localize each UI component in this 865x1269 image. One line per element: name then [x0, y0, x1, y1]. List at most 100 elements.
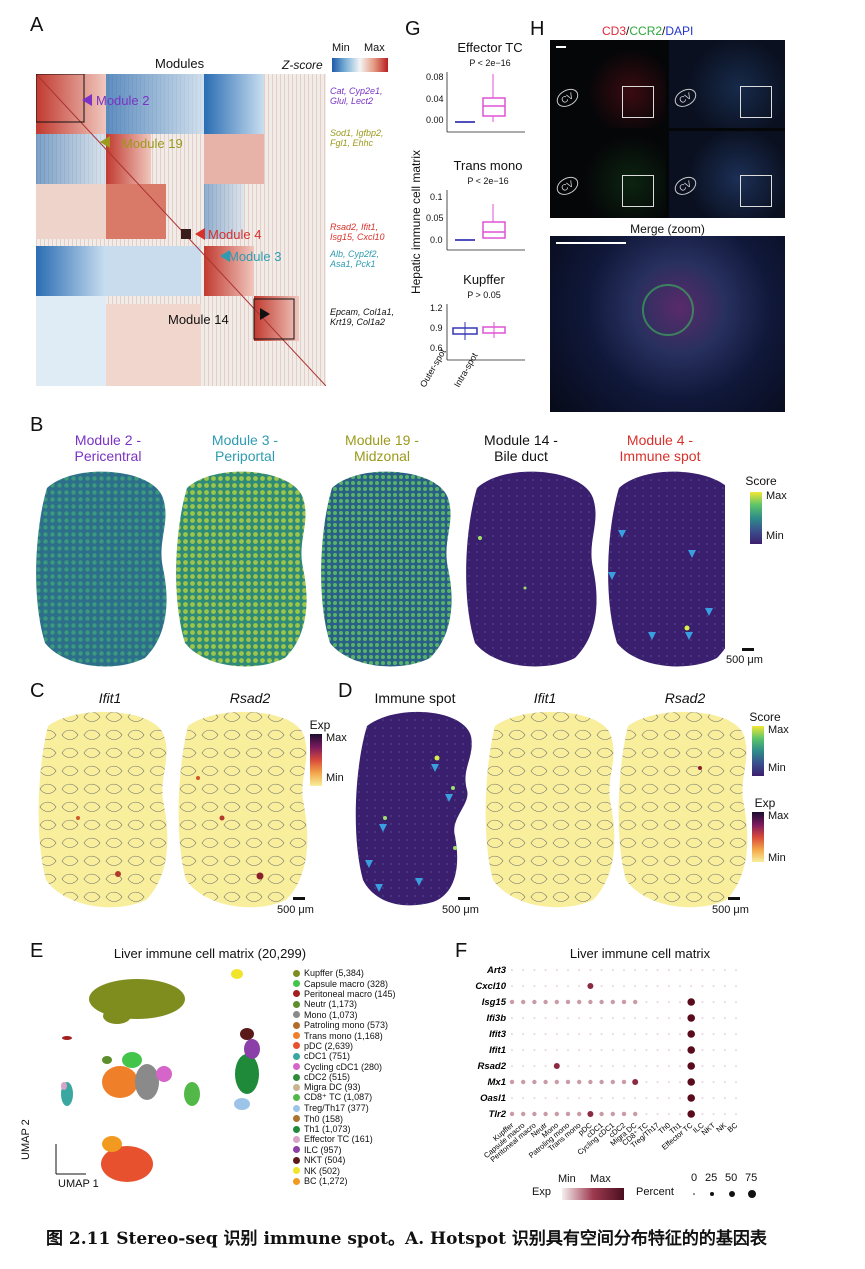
f-dot [509, 1111, 515, 1117]
f-dot [667, 1049, 670, 1051]
f-dot [544, 1017, 547, 1019]
f-dot [544, 969, 547, 971]
f-dot [634, 1049, 637, 1051]
d-exp-max: Max [768, 810, 789, 822]
e-legend-swatch [293, 990, 300, 998]
f-dot [578, 985, 581, 987]
heatmap-title: Modules [155, 56, 205, 71]
f-dot [533, 1097, 536, 1099]
e-legend-item: Th1 (1,073) [293, 1124, 443, 1134]
f-dot [589, 1017, 592, 1019]
f-dot [532, 999, 537, 1005]
f-dot [521, 999, 526, 1005]
f-dot [633, 1111, 638, 1117]
e-legend-item: cDC2 (515) [293, 1072, 443, 1082]
f-dot [701, 1017, 704, 1019]
f-dot [690, 969, 693, 971]
d-score-max: Max [768, 724, 789, 736]
f-dot [533, 1065, 536, 1067]
f-dot [567, 1049, 569, 1051]
f-dot [589, 1033, 592, 1035]
e-legend-label: BC (1,272) [304, 1176, 348, 1186]
h-dapi: DAPI [665, 24, 694, 38]
d-title-ifit1: Ifit1 [533, 690, 557, 706]
e-legend-item: NK (502) [293, 1165, 443, 1176]
f-dot [735, 1097, 737, 1099]
f-dot [509, 1079, 515, 1085]
b-legend-title: Score [745, 474, 777, 488]
e-legend-item: Migra DC (93) [293, 1082, 443, 1092]
e-legend-swatch [293, 1125, 300, 1133]
f-percent-label: Percent [636, 1186, 674, 1198]
h-sep1: / [626, 24, 630, 38]
f-dot [600, 1033, 603, 1035]
f-dot [555, 1033, 558, 1035]
e-legend-label: Effector TC (161) [304, 1134, 373, 1145]
h-scalebar-top [556, 46, 566, 48]
e-legend-label: NKT (504) [304, 1155, 346, 1166]
f-dot [577, 1079, 582, 1085]
h-zoom-box-1 [622, 86, 654, 118]
f-dot [701, 1097, 704, 1099]
e-legend-item: NKT (504) [293, 1155, 443, 1165]
f-dot [667, 1113, 670, 1115]
e-title: Liver immune cell matrix (20,299) [113, 946, 307, 961]
f-dot [610, 1079, 615, 1085]
f-gene-label: Cxcl10 [475, 981, 506, 992]
f-dot [679, 1033, 681, 1035]
f-dot [623, 1097, 625, 1099]
f-dot [521, 1111, 526, 1117]
h-image-grid: CV CV CV CV [550, 40, 785, 218]
e-legend-swatch [293, 1146, 300, 1154]
g-k-tick-0: 1.2 [430, 303, 443, 313]
f-dot [511, 1033, 513, 1035]
h-tile-3 [550, 131, 666, 218]
f-dot [511, 969, 513, 971]
module-arrows-2 [220, 250, 270, 320]
b-title-3a: Module 19 - [345, 432, 419, 448]
e-legend-item: cDC1 (751) [293, 1051, 443, 1061]
zscore-min: Min [332, 42, 350, 54]
e-legend-label: Patroling mono (573) [304, 1020, 389, 1031]
h-sep2: / [662, 24, 666, 38]
panel-a-letter: A [30, 14, 44, 36]
e-legend-swatch [293, 1000, 300, 1008]
f-gene-label: Mx1 [488, 1077, 506, 1088]
module-4-label: Module 4 [208, 227, 262, 242]
panel-d-letter: D [338, 680, 353, 702]
b-title-2a: Module 3 - [211, 432, 279, 448]
f-dot [656, 1081, 659, 1083]
f-gene-label: Oasl1 [480, 1093, 506, 1104]
f-dot [723, 969, 726, 971]
g-k-tick-2: 0.6 [430, 343, 443, 353]
f-dot [735, 1081, 737, 1083]
module-19-genes: Sod1, Igfbp2, Fgl1, Ehhc [330, 128, 384, 148]
d-exp-bar [752, 812, 764, 862]
f-dot [645, 1065, 648, 1067]
f-dot [667, 985, 670, 987]
f-dot [679, 1001, 681, 1003]
e-legend-label: cDC2 (515) [304, 1072, 351, 1083]
panel-b-letter: B [30, 414, 44, 436]
e-legend-label: Trans mono (1,168) [304, 1030, 383, 1041]
e-legend-swatch [293, 1083, 300, 1091]
zscore-label: Z-score [282, 58, 323, 72]
f-dot [723, 1113, 726, 1115]
f-dot [532, 1079, 537, 1085]
e-legend-item: Th0 (158) [293, 1113, 443, 1124]
f-dot [611, 985, 614, 987]
f-dot [687, 1014, 695, 1022]
b-title-2b: Periportal [215, 448, 275, 464]
e-legend-item: Neutr (1,173) [293, 999, 443, 1009]
f-dot [565, 1111, 571, 1117]
f-dot [578, 1033, 581, 1035]
e-legend-label: cDC1 (751) [304, 1051, 351, 1062]
d-scalebar-2 [728, 897, 740, 900]
f-dot [610, 999, 615, 1005]
f-dot [701, 1049, 704, 1051]
f-dot [554, 999, 559, 1005]
d-scale-label-2: 500 μm [712, 904, 749, 916]
f-exp-min: Min [558, 1173, 576, 1185]
f-dot [522, 1017, 525, 1019]
f-dot [656, 985, 659, 987]
